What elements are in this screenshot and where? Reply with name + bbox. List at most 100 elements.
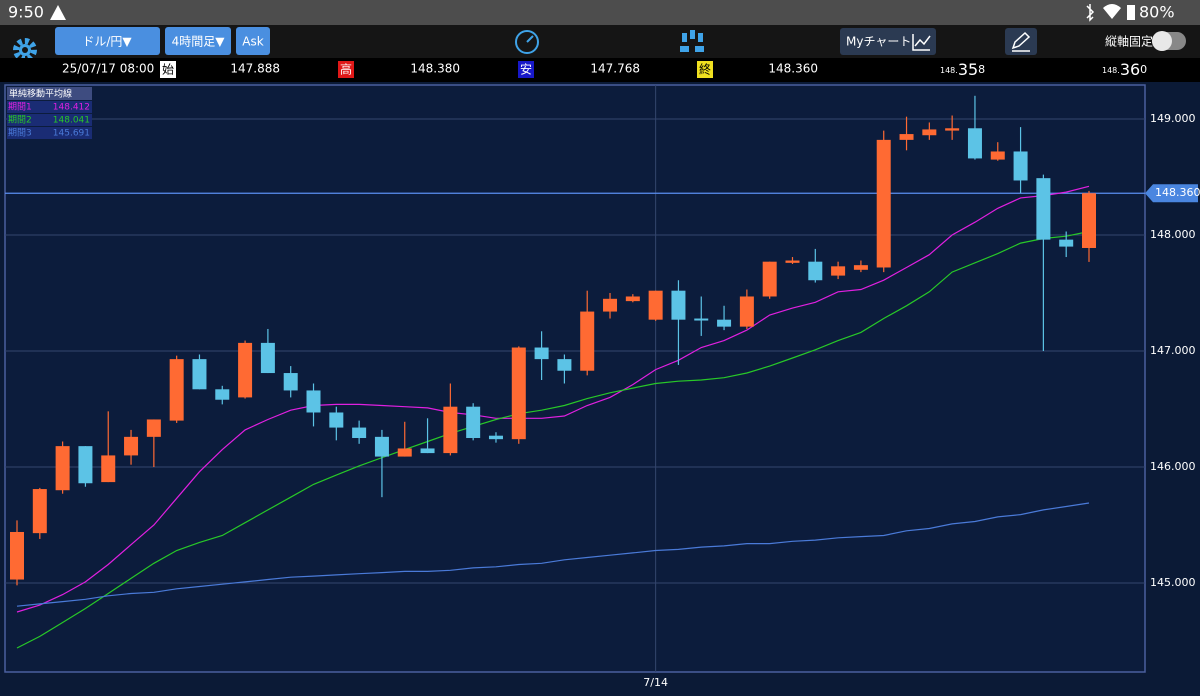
- candle-body: [1036, 178, 1051, 240]
- legend-value: 148.412: [53, 103, 90, 113]
- open-label: 始: [162, 63, 174, 77]
- legend-header: [7, 87, 92, 100]
- legend-value: 148.041: [53, 116, 90, 126]
- timeframe-button[interactable]: [165, 27, 231, 55]
- candle-body: [488, 435, 503, 440]
- bid-prefix: 148.: [940, 66, 958, 75]
- close-value: 148.360: [768, 62, 818, 76]
- candle-body: [283, 373, 298, 391]
- open-value: 147.888: [230, 62, 280, 76]
- my-chart-icon: [912, 34, 931, 51]
- candle-body: [32, 489, 47, 534]
- candle-body: [534, 347, 549, 360]
- battery-icon: [1127, 5, 1135, 20]
- legend-name: 期間2: [8, 115, 32, 126]
- candle-body: [876, 139, 891, 268]
- bid-quote: 148.358: [940, 60, 985, 79]
- candle-body: [1013, 151, 1028, 181]
- candle-body: [717, 319, 732, 327]
- current-price-label: 148.360: [1155, 186, 1200, 199]
- candle-body: [443, 406, 458, 454]
- candle-body: [192, 359, 207, 390]
- ask-prefix: 148.: [1102, 66, 1120, 75]
- candle-body: [55, 446, 70, 491]
- candle-body: [260, 342, 275, 374]
- pair-button[interactable]: [55, 27, 160, 55]
- candle-body: [10, 531, 24, 580]
- ask-quote: 148.360: [1102, 60, 1147, 79]
- side-button[interactable]: [236, 27, 270, 55]
- ma-line: [16, 185, 1090, 613]
- high-value: 148.380: [410, 62, 460, 76]
- candle-body: [78, 446, 93, 484]
- candle-body: [352, 427, 367, 439]
- axis-lock-label: 縦軸固定: [1105, 34, 1153, 49]
- candle-body: [557, 359, 572, 371]
- battery-level: 80%: [1139, 3, 1175, 22]
- plot: 145.000 146.000 147.000 148.000 149.000 7/14 1…: [5, 85, 1200, 689]
- settings-button[interactable]: [13, 38, 37, 62]
- candle-body: [374, 436, 389, 457]
- bid-suffix: 8: [978, 63, 985, 76]
- candle-body: [694, 318, 709, 321]
- low-badge: [518, 61, 534, 78]
- candle-icon: [698, 33, 703, 42]
- candle-body: [967, 128, 982, 159]
- candle-body: [739, 296, 754, 327]
- candle-body: [648, 290, 663, 320]
- y-tick-label: 147.000: [1150, 344, 1196, 357]
- legend-row: [7, 114, 92, 126]
- open-badge: [160, 61, 176, 78]
- candle-icon: [680, 46, 689, 52]
- ma-line: [16, 230, 1090, 649]
- candle-body: [808, 261, 823, 281]
- candle-body: [215, 389, 230, 400]
- candle-body: [420, 448, 435, 454]
- low-value: 147.768: [590, 62, 640, 76]
- speed-icon: [515, 30, 539, 54]
- info-row: [0, 58, 1200, 82]
- candle-body: [101, 455, 116, 483]
- candle-body: [945, 128, 960, 131]
- candle-body: [146, 419, 161, 437]
- legend-name: 期間1: [8, 102, 32, 113]
- legend-row: [7, 101, 92, 113]
- status-bar: [0, 0, 1200, 25]
- candle-body: [238, 342, 253, 398]
- candle-icon: [682, 33, 687, 42]
- chart-type-button[interactable]: [680, 30, 704, 52]
- close-badge: [697, 61, 713, 78]
- speed-button[interactable]: [515, 30, 539, 54]
- low-label: 安: [520, 62, 532, 77]
- candle-body: [625, 296, 640, 302]
- candle-datetime: 25/07/17 08:00: [62, 62, 154, 76]
- legend-title: 単純移動平均線: [9, 88, 72, 100]
- candle-body: [124, 436, 139, 456]
- high-label: 高: [340, 62, 352, 77]
- candle-body: [853, 265, 868, 270]
- candle-icon: [695, 46, 704, 52]
- legend-value: 145.691: [53, 129, 90, 139]
- candle-icon: [690, 30, 695, 39]
- pair-label: ドル/円▼: [82, 35, 132, 49]
- candle-body: [899, 134, 914, 140]
- current-price-tag: [1145, 184, 1198, 203]
- ask-suffix: 0: [1140, 63, 1147, 76]
- legend-row: [7, 127, 92, 139]
- side-label: Ask: [242, 35, 263, 49]
- candle-body: [466, 406, 481, 439]
- candle-body: [785, 260, 800, 263]
- speed-needle: [526, 35, 534, 43]
- y-tick-label: 146.000: [1150, 460, 1196, 473]
- candle-body: [831, 266, 846, 276]
- my-chart-button[interactable]: [840, 28, 936, 55]
- high-badge: [338, 61, 354, 78]
- candle-body: [329, 412, 344, 428]
- candle-body: [580, 311, 595, 371]
- ask-big: 36: [1120, 60, 1140, 79]
- candle-body: [306, 390, 321, 413]
- timeframe-label: 4時間足▼: [172, 35, 226, 49]
- candle-body: [397, 448, 412, 457]
